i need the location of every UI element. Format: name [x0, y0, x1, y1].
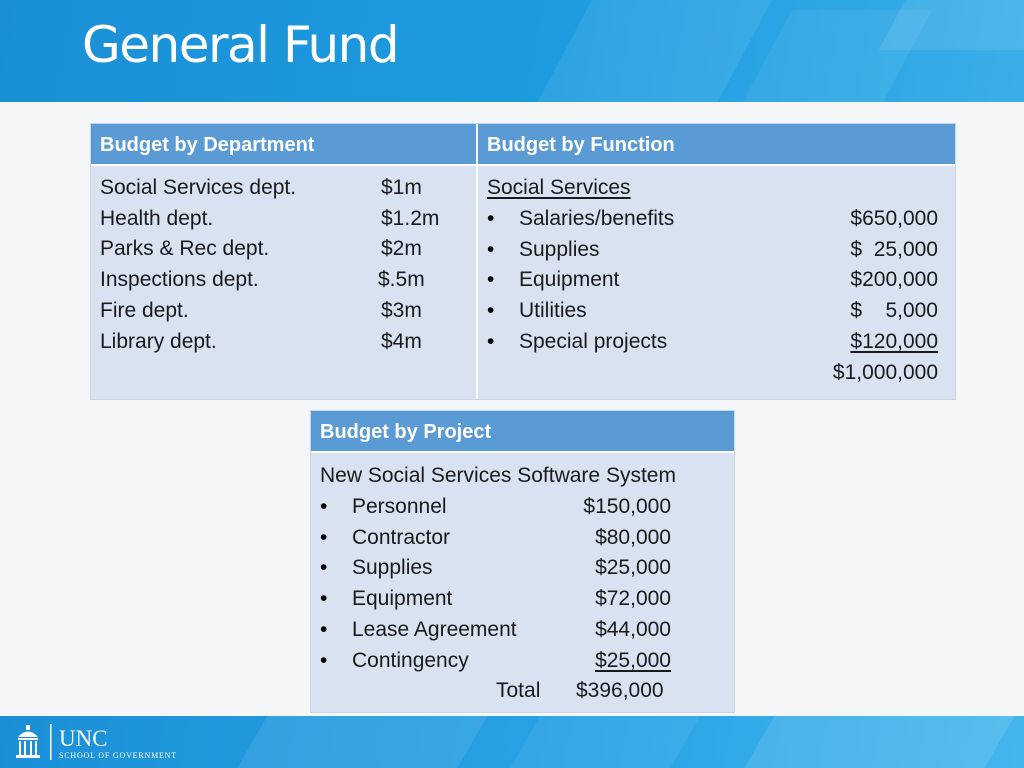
bullet-icon: •	[487, 207, 495, 230]
function-row-label: Equipment	[519, 268, 620, 292]
bullet-icon: •	[487, 237, 495, 261]
department-row-amount: $.5m	[378, 268, 425, 292]
bullet-icon: •	[487, 329, 495, 353]
department-row-amount: $4m	[381, 329, 422, 353]
function-row-label: Supplies	[519, 237, 600, 261]
department-row-amount: $1.2m	[381, 206, 440, 230]
department-row-amount: $3m	[381, 298, 422, 322]
department-header: Budget by Department	[91, 124, 476, 164]
function-row-label: Salaries/benefits	[519, 207, 675, 230]
department-row-label: Social Services dept.	[100, 176, 297, 199]
project-row-label: Personnel	[352, 495, 447, 518]
department-row-label: Inspections dept.	[100, 268, 259, 292]
svg-text:UNC: UNC	[59, 726, 108, 751]
function-row-amount: $200,000	[850, 268, 938, 292]
function-header: Budget by Function	[478, 124, 955, 164]
project-row-label: Supplies	[352, 556, 433, 580]
department-function-table: Budget by Department Budget by Function …	[90, 123, 956, 400]
project-total: $396,000	[576, 679, 664, 702]
unc-sog-logo: UNC SCHOOL OF GOVERNMENT	[16, 724, 177, 760]
column-divider	[476, 124, 478, 399]
bullet-icon: •	[320, 587, 328, 611]
project-row-amount: $150,000	[583, 495, 671, 518]
function-row-label: Utilities	[519, 299, 587, 323]
department-row-amount: $1m	[381, 176, 422, 199]
function-total: $1,000,000	[832, 361, 938, 384]
title-banner: General Fund	[0, 0, 1024, 102]
function-group-label: Social Services	[487, 176, 631, 199]
department-row-label: Library dept.	[100, 329, 217, 353]
project-row-amount: $72,000	[595, 587, 671, 611]
footer-banner	[0, 716, 1024, 768]
bullet-icon: •	[487, 268, 495, 292]
bullet-icon: •	[320, 617, 328, 641]
function-row-amount: $ 5,000	[850, 299, 938, 323]
function-row-amount: $650,000	[850, 207, 938, 230]
project-name: New Social Services Software System	[320, 464, 676, 487]
bullet-icon: •	[320, 525, 328, 549]
project-header: Budget by Project	[311, 411, 734, 451]
function-row-amount: $120,000	[850, 329, 938, 353]
project-row-amount: $80,000	[595, 525, 671, 549]
project-row-amount: $25,000	[595, 556, 671, 580]
department-row-label: Fire dept.	[100, 298, 189, 322]
project-row-label: Lease Agreement	[352, 617, 517, 641]
project-row-label: Contractor	[352, 525, 451, 549]
department-row-amount: $2m	[381, 237, 422, 261]
project-total-label: Total	[496, 679, 541, 702]
svg-text:SCHOOL OF GOVERNMENT: SCHOOL OF GOVERNMENT	[59, 751, 177, 760]
project-row-amount: $44,000	[595, 617, 671, 641]
bullet-icon: •	[320, 556, 328, 580]
header-divider	[311, 451, 734, 453]
bullet-icon: •	[320, 648, 328, 672]
header-divider	[91, 164, 955, 166]
old-well-icon	[16, 725, 40, 758]
slide-title: General Fund	[82, 16, 400, 74]
project-row-amount: $25,000	[595, 648, 671, 672]
bullet-icon: •	[320, 495, 328, 518]
function-row-amount: $ 25,000	[850, 237, 938, 261]
project-row-label: Equipment	[352, 587, 453, 611]
project-row-label: Contingency	[352, 648, 469, 672]
department-row-label: Health dept.	[100, 206, 214, 230]
department-row-label: Parks & Rec dept.	[100, 237, 270, 261]
function-row-label: Special projects	[519, 329, 668, 353]
bullet-icon: •	[487, 299, 495, 323]
project-table: Budget by Project New Social Services So…	[310, 410, 735, 713]
